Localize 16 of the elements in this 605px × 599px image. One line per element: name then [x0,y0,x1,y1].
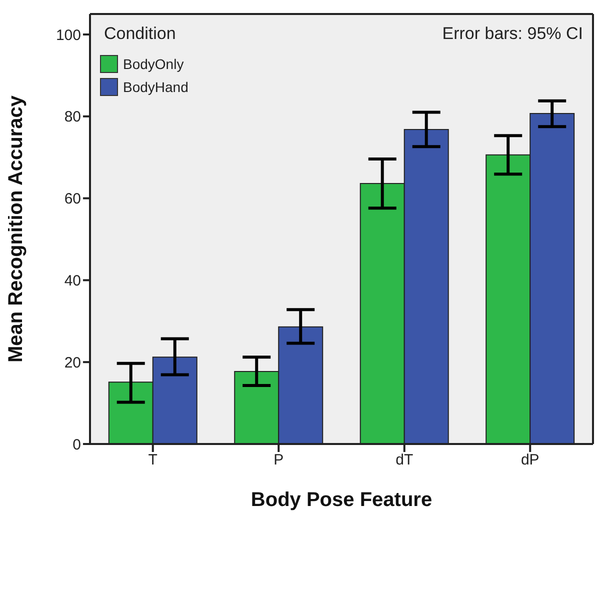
x-axis-title: Body Pose Feature [250,489,432,511]
y-axis-title: Mean Recognition Accuracy [5,94,28,363]
x-tick-label: dP [520,452,540,469]
legend-label: BodyOnly [122,54,185,74]
x-tick-label: P [274,452,284,469]
y-tick-label: 20 [64,354,81,372]
y-tick-label: 40 [64,272,81,290]
y-tick-label: 60 [64,190,81,208]
annotation: Error bars: 95% CI [442,24,583,44]
legend-title: Condition [103,24,177,44]
y-tick-label: 100 [56,26,81,44]
x-tick-label: T [148,452,158,469]
y-tick-label: 80 [64,108,81,126]
x-tick-label: dT [396,452,414,469]
legend-label: BodyHand [122,78,190,97]
y-tick-label: 0 [72,436,81,454]
